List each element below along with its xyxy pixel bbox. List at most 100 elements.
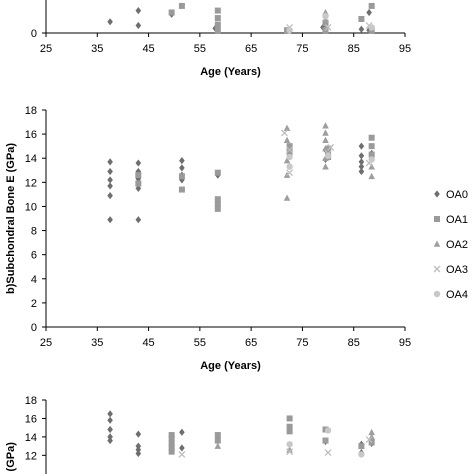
legend-label: OA3 [446, 264, 468, 276]
x-tick-label: 35 [91, 337, 103, 349]
data-point [214, 15, 221, 22]
data-point [368, 156, 375, 163]
x-tick-label: 95 [399, 43, 411, 55]
data-point [358, 152, 365, 160]
data-point [135, 172, 142, 179]
data-point [368, 134, 375, 141]
series-c-oa2 [214, 428, 375, 453]
data-point [325, 145, 332, 152]
y-tick-label: 14 [25, 432, 37, 444]
data-point [107, 410, 113, 418]
legend-item-oa1: OA1 [434, 214, 468, 226]
data-point-stroke [324, 449, 332, 457]
y-tick-label: 8 [31, 226, 37, 238]
y-tick-label: 18 [25, 105, 37, 117]
data-point [107, 433, 113, 441]
data-point [286, 441, 293, 448]
legend-marker [433, 290, 441, 298]
data-point-stroke [178, 450, 186, 458]
data-point [168, 444, 175, 451]
data-point-stroke [286, 146, 294, 154]
data-point [168, 432, 175, 439]
x-tick-label: 75 [296, 337, 308, 349]
data-point [107, 191, 113, 200]
data-point [358, 158, 365, 166]
data-point [366, 8, 372, 17]
data-point [286, 448, 294, 456]
legend-label: OA1 [446, 214, 468, 226]
data-point [214, 201, 221, 208]
data-point [281, 129, 288, 137]
data-point [368, 172, 375, 180]
data-point [107, 416, 113, 424]
data-point [324, 449, 332, 457]
legend-label: OA2 [446, 239, 468, 251]
data-point-stroke [281, 129, 288, 137]
y-tick-label: 4 [31, 274, 37, 286]
data-point [365, 436, 373, 444]
data-point [283, 124, 291, 131]
legend-item-oa3: OA3 [433, 264, 468, 276]
legend-marker-stroke [433, 265, 441, 273]
data-point [322, 13, 329, 20]
data-point [178, 186, 185, 193]
data-point [324, 152, 332, 160]
x-tick-label: 45 [142, 43, 154, 55]
data-point [368, 151, 375, 158]
data-point [283, 194, 291, 201]
data-point [322, 163, 329, 170]
data-point [135, 216, 142, 224]
data-point [286, 153, 293, 161]
data-point [322, 122, 329, 129]
y-tick-label: 2 [31, 298, 37, 310]
data-point [214, 205, 221, 212]
data-point-stroke [286, 448, 294, 456]
series-b-oa1 [135, 134, 375, 212]
data-point [135, 7, 142, 15]
x-tick-label: 85 [348, 337, 360, 349]
series-a-oa4 [286, 13, 375, 34]
data-point [214, 169, 221, 176]
data-point [324, 427, 332, 434]
y-tick-label: 6 [31, 250, 37, 262]
data-point [358, 163, 365, 171]
data-point [286, 27, 293, 34]
data-point [135, 175, 142, 183]
data-point [324, 23, 332, 31]
x-tick-label: 25 [40, 337, 52, 349]
x-tick-label: 75 [296, 43, 308, 55]
data-point [135, 180, 142, 187]
data-point-stroke [324, 23, 332, 31]
x-tick-label: 45 [142, 337, 154, 349]
legend-marker [433, 265, 441, 273]
y-axis-title: E (GPa) [5, 442, 17, 474]
data-point [322, 154, 329, 162]
data-point [178, 450, 186, 458]
data-point [358, 142, 365, 150]
data-point [107, 182, 113, 190]
series-c-oa0 [107, 410, 375, 458]
data-point [368, 2, 375, 9]
data-point [286, 163, 293, 170]
data-point [368, 143, 375, 150]
data-point [135, 442, 142, 450]
data-point [107, 425, 113, 434]
data-point [168, 448, 175, 455]
data-point [283, 157, 291, 164]
data-point [286, 415, 293, 422]
data-point [327, 143, 335, 151]
y-tick-label: 0 [31, 28, 37, 40]
legend-marker [433, 240, 441, 247]
series-b-oa4 [286, 152, 375, 170]
data-point [135, 159, 142, 167]
data-point [322, 129, 329, 136]
data-point [214, 432, 221, 439]
data-point [286, 169, 294, 177]
data-point [107, 436, 113, 445]
legend-item-oa0: OA0 [434, 189, 468, 201]
data-point [107, 158, 113, 166]
series-c-oa1 [168, 415, 375, 455]
data-point [358, 16, 365, 22]
